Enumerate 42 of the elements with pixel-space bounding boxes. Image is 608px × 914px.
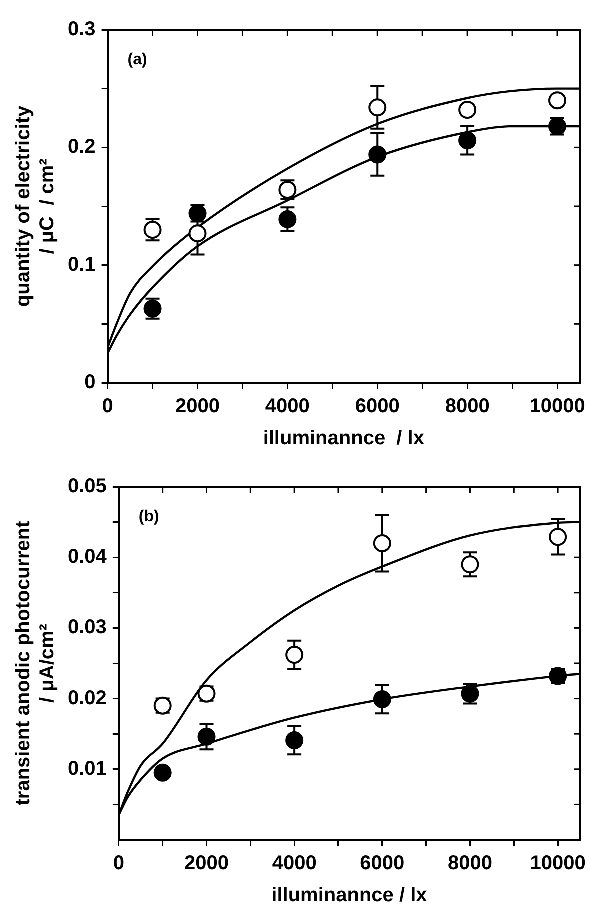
x-tick-label: 8000 [448,852,492,875]
annotation: (b) [138,508,160,526]
y-tick-label: 0.02 [68,687,107,710]
y-tick-label: 0 [84,372,96,394]
x-axis-title: illuminannce / lx [272,884,428,907]
x-tick-label: 0 [113,852,124,875]
point [188,224,207,243]
y-tick-label: 0.01 [68,758,107,780]
y-tick-label: 0.3 [68,18,96,41]
point [549,528,568,546]
x-tick-label: 6000 [360,852,405,875]
y-tick-label: 0.1 [68,254,96,276]
point [373,534,392,552]
y-tick-label: 0.04 [68,546,108,568]
point [286,731,304,750]
point [461,556,480,574]
point [278,210,297,228]
point [198,728,216,746]
annotation: (a) [128,51,148,68]
y-tick-label: 0.2 [68,136,96,158]
x-axis-title: illuminannce / lx [263,428,424,450]
x-tick-label: 10000 [530,396,586,418]
point [373,690,392,709]
point [286,646,304,664]
point [548,92,567,110]
x-tick-label: 2000 [184,852,229,875]
point [458,132,477,150]
x-tick-label: 4000 [272,852,317,875]
y-axis-title: transient anodic photocurrent / μA/cm² [12,520,59,806]
x-tick-label: 10000 [530,852,586,875]
x-tick-label: 8000 [445,396,490,418]
x-tick-label: 4000 [265,396,310,418]
x-tick-label: 6000 [355,396,400,418]
point [368,98,387,117]
point [144,221,162,240]
point [154,764,172,782]
x-tick-label: 2000 [175,396,220,418]
y-tick-label: 0.05 [68,476,107,498]
y-axis-title: quantity of electricity / μC / cm² [12,105,59,308]
point [368,146,387,164]
point [458,101,477,120]
y-tick-label: 0.03 [68,616,107,639]
